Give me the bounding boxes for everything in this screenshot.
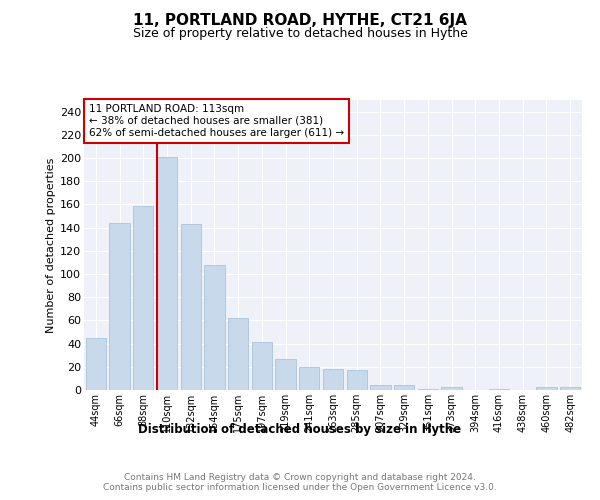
- Bar: [109, 223, 130, 390]
- Bar: [394, 386, 414, 390]
- Bar: [323, 369, 343, 390]
- Text: Size of property relative to detached houses in Hythe: Size of property relative to detached ho…: [133, 28, 467, 40]
- Y-axis label: Number of detached properties: Number of detached properties: [46, 158, 56, 332]
- Text: Distribution of detached houses by size in Hythe: Distribution of detached houses by size …: [139, 422, 461, 436]
- Bar: [299, 367, 319, 390]
- Bar: [86, 338, 106, 390]
- Bar: [442, 386, 461, 390]
- Bar: [418, 389, 438, 390]
- Text: 11, PORTLAND ROAD, HYTHE, CT21 6JA: 11, PORTLAND ROAD, HYTHE, CT21 6JA: [133, 12, 467, 28]
- Bar: [536, 386, 557, 390]
- Bar: [560, 386, 580, 390]
- Bar: [275, 358, 296, 390]
- Text: Contains HM Land Registry data © Crown copyright and database right 2024.
Contai: Contains HM Land Registry data © Crown c…: [103, 472, 497, 492]
- Bar: [252, 342, 272, 390]
- Bar: [347, 370, 367, 390]
- Bar: [228, 318, 248, 390]
- Bar: [205, 264, 224, 390]
- Bar: [370, 386, 391, 390]
- Bar: [157, 157, 177, 390]
- Text: 11 PORTLAND ROAD: 113sqm
← 38% of detached houses are smaller (381)
62% of semi-: 11 PORTLAND ROAD: 113sqm ← 38% of detach…: [89, 104, 344, 138]
- Bar: [489, 389, 509, 390]
- Bar: [181, 224, 201, 390]
- Bar: [133, 206, 154, 390]
